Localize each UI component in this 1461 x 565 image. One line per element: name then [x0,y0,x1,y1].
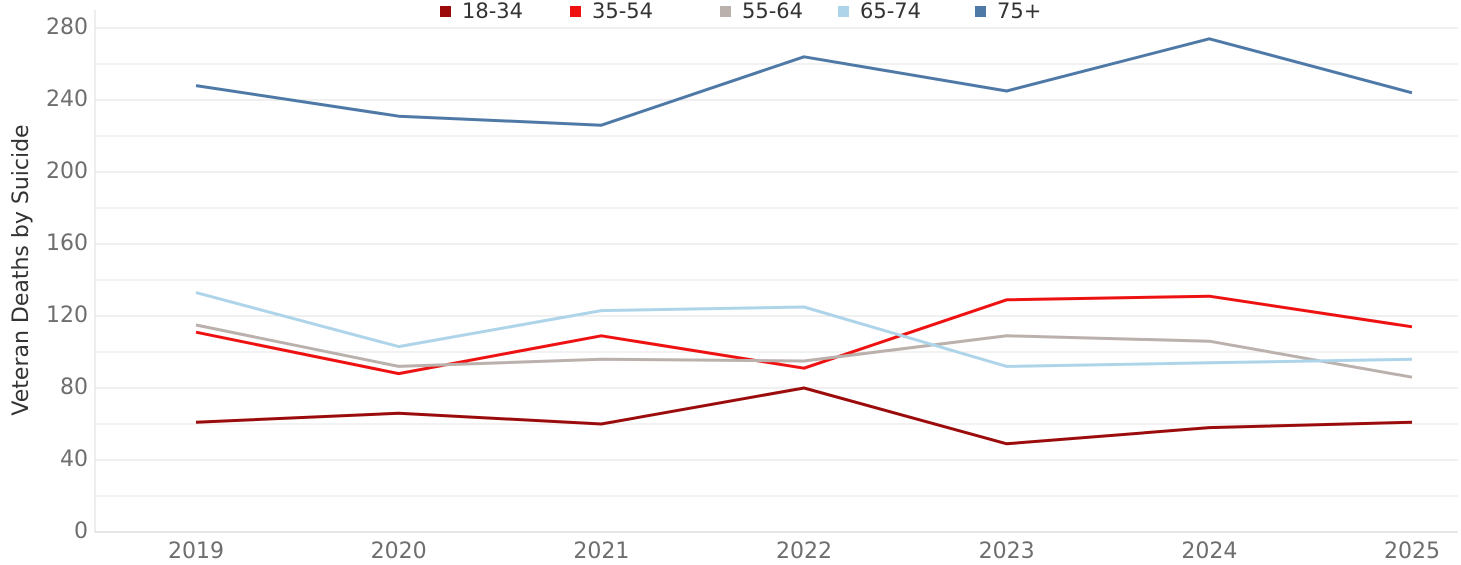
y-tick-label: 120 [46,303,88,328]
x-tick-label: 2025 [1384,539,1440,564]
legend-label: 55-64 [742,0,803,23]
y-tick-label: 160 [46,231,88,256]
legend-swatch [720,6,731,17]
y-tick-label: 40 [60,447,88,472]
legend-swatch [570,6,581,17]
legend-swatch [975,6,986,17]
line-series [195,37,1413,127]
legend-label: 65-74 [860,0,921,23]
line-series [195,386,1413,446]
legend-label: 75+ [997,0,1041,23]
y-tick-label: 240 [46,87,88,112]
y-tick-label: 80 [60,375,88,400]
legend-swatch [838,6,849,17]
line-series [195,291,1413,368]
legend-swatch [440,6,451,17]
x-tick-label: 2020 [371,539,427,564]
x-tick-label: 2024 [1181,539,1237,564]
y-tick-label: 280 [46,15,88,40]
x-tick-label: 2019 [168,539,224,564]
line-series [195,294,1413,376]
line-series [195,323,1413,379]
y-axis-label: Veteran Deaths by Suicide [9,124,34,415]
legend-label: 35-54 [592,0,653,23]
y-tick-label: 200 [46,159,88,184]
x-tick-label: 2022 [776,539,832,564]
legend-label: 18-34 [462,0,523,23]
x-tick-label: 2021 [573,539,629,564]
y-tick-label: 0 [74,519,88,544]
x-tick-label: 2023 [979,539,1035,564]
